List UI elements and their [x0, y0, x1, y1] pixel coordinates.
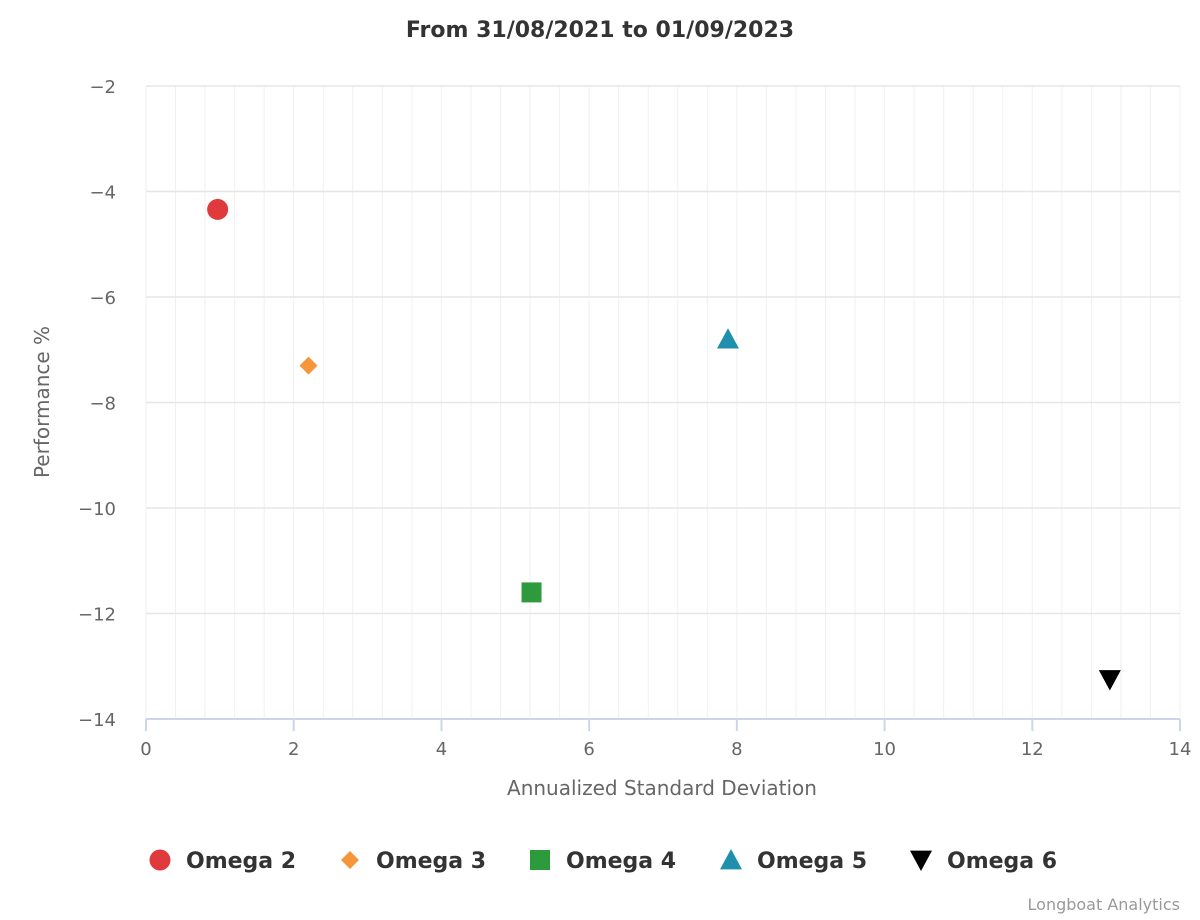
point-omega-2 — [207, 198, 229, 220]
x-axis-title: Annualized Standard Deviation — [507, 776, 817, 800]
y-tick-label: −2 — [89, 77, 116, 98]
legend-symbol-omega-4 — [530, 850, 550, 870]
y-axis-title: Performance % — [30, 326, 54, 478]
x-tick-label: 10 — [873, 739, 896, 760]
legend-label-omega-2: Omega 2 — [186, 849, 296, 874]
credit-label[interactable]: Longboat Analytics — [1028, 895, 1180, 914]
x-tick-label: 4 — [436, 739, 447, 760]
legend-symbol-omega-6 — [910, 850, 932, 871]
y-tick-label: −14 — [78, 710, 116, 731]
legend-label-omega-6: Omega 6 — [947, 849, 1057, 874]
legend-item-omega-2[interactable]: Omega 2 — [149, 849, 297, 874]
legend-symbol-omega-3 — [341, 851, 359, 869]
major-gridlines — [146, 85, 1180, 615]
x-tick-label: 2 — [288, 739, 299, 760]
legend-symbol-omega-2 — [149, 849, 171, 871]
chart-title: From 31/08/2021 to 01/09/2023 — [406, 18, 794, 43]
point-omega-5 — [716, 328, 739, 349]
legend: Omega 2 Omega 3 Omega 4 Omega 5 Omega 6 — [149, 849, 1057, 874]
legend-symbol-omega-5 — [720, 849, 742, 870]
y-tick-label: −10 — [78, 499, 116, 520]
x-tick-labels: 0 2 4 6 8 10 12 14 — [140, 739, 1191, 760]
x-tick-label: 12 — [1021, 739, 1044, 760]
data-points — [207, 198, 1121, 691]
x-tick-label: 8 — [731, 739, 742, 760]
legend-item-omega-6[interactable]: Omega 6 — [910, 849, 1057, 874]
x-tick-label: 14 — [1169, 739, 1192, 760]
legend-label-omega-3: Omega 3 — [376, 849, 486, 874]
legend-item-omega-3[interactable]: Omega 3 — [341, 849, 486, 874]
y-tick-label: −6 — [89, 288, 116, 309]
x-tick-label: 6 — [583, 739, 594, 760]
legend-item-omega-4[interactable]: Omega 4 — [530, 849, 676, 874]
y-tick-labels: −2 −4 −6 −8 −10 −12 −14 — [78, 77, 116, 731]
x-tick-label: 0 — [140, 739, 151, 760]
y-tick-label: −4 — [89, 183, 116, 204]
legend-item-omega-5[interactable]: Omega 5 — [720, 849, 867, 874]
point-omega-3 — [299, 356, 318, 375]
legend-label-omega-5: Omega 5 — [757, 849, 867, 874]
y-tick-label: −12 — [78, 605, 116, 626]
point-omega-4 — [521, 582, 542, 603]
point-omega-6 — [1098, 670, 1121, 691]
y-tick-label: −8 — [89, 394, 116, 415]
legend-label-omega-4: Omega 4 — [566, 849, 676, 874]
axes — [145, 718, 1181, 731]
